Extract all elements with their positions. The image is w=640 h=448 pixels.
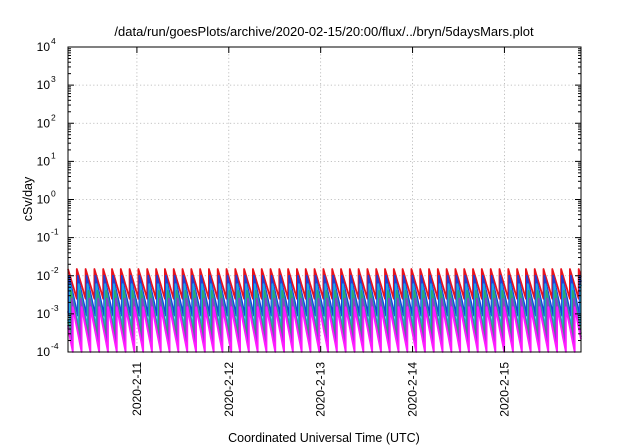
series-line-5	[67, 306, 582, 353]
y-tick-label: 10	[37, 78, 51, 92]
y-tick-exponent: -2	[51, 265, 59, 275]
y-tick-label: 10	[37, 345, 51, 359]
y-tick-exponent: 4	[51, 36, 56, 46]
series-group	[67, 268, 582, 353]
y-tick-exponent: 0	[51, 189, 56, 199]
y-tick-label: 10	[37, 269, 51, 283]
y-tick-exponent: 3	[51, 74, 56, 84]
y-axis-label-group: cSv/day	[21, 176, 35, 221]
series-line-0	[67, 268, 582, 300]
x-tick-label: 2020-2-15	[497, 362, 511, 417]
y-tick-exponent: -4	[51, 341, 59, 351]
x-tick-label: 2020-2-11	[130, 362, 144, 416]
y-tick-label: 10	[37, 154, 51, 168]
chart-title: /data/run/goesPlots/archive/2020-02-15/2…	[114, 24, 534, 39]
y-tick-label: 10	[37, 231, 51, 245]
y-tick-exponent: 1	[51, 150, 56, 160]
y-tick-label: 10	[37, 193, 51, 207]
x-axis-label: Coordinated Universal Time (UTC)	[228, 431, 420, 445]
x-tick-label: 2020-2-14	[406, 362, 420, 417]
x-tick-label: 2020-2-12	[222, 362, 236, 417]
y-axis-label: cSv/day	[21, 176, 35, 221]
y-tick-label: 10	[37, 40, 51, 54]
x-tick-label: 2020-2-13	[314, 362, 328, 417]
y-tick-label: 10	[37, 116, 51, 130]
y-tick-exponent: -3	[51, 303, 59, 313]
series-line-1	[67, 274, 582, 317]
y-tick-exponent: -1	[51, 227, 59, 237]
y-tick-exponent: 2	[51, 112, 56, 122]
y-tick-label: 10	[37, 307, 51, 321]
